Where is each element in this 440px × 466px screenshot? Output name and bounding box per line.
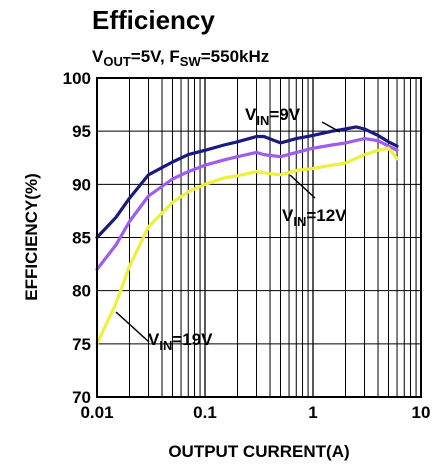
leader-vin19 xyxy=(115,311,150,343)
y-tick-label: 90 xyxy=(72,175,91,194)
tick-labels: 70 75 80 85 90 95 100 0.01 0.1 1 10 xyxy=(63,69,431,422)
grid-lines xyxy=(97,78,421,397)
x-tick-label: 0.1 xyxy=(193,403,217,422)
y-axis-label: EFFICIENCY(%) xyxy=(22,173,41,301)
y-tick-label: 75 xyxy=(72,335,91,354)
y-tick-label: 100 xyxy=(63,69,91,88)
leader-vin12 xyxy=(289,174,316,199)
leader-vin9 xyxy=(321,121,341,133)
annotation-vin19: VIN=19V xyxy=(115,311,213,353)
label-vin19: VIN=19V xyxy=(148,330,213,353)
x-tick-label: 0.01 xyxy=(80,403,113,422)
annotation-vin9: VIN=9V xyxy=(245,105,341,133)
series-line-vin9 xyxy=(95,125,399,240)
subtitle-vout-main: V xyxy=(92,47,104,66)
label-vin12: VIN=12V xyxy=(282,206,347,229)
chart-subtitle: VOUT=5V, FSW=550kHz xyxy=(92,47,269,69)
x-tick-label: 10 xyxy=(412,403,431,422)
series-layer xyxy=(95,125,399,346)
annotation-vin12: VIN=12V xyxy=(282,174,347,229)
x-tick-label: 1 xyxy=(308,403,317,422)
subtitle-fsw-sub: SW xyxy=(180,54,202,69)
subtitle-fsw-value: =550kHz xyxy=(201,47,270,66)
y-tick-label: 70 xyxy=(72,388,91,407)
y-tick-label: 80 xyxy=(72,282,91,301)
series-line-vin19 xyxy=(95,146,399,346)
subtitle-vout-sub: OUT xyxy=(103,54,131,69)
x-axis-label: OUTPUT CURRENT(A) xyxy=(168,442,349,461)
chart-title: Efficiency xyxy=(92,5,215,35)
label-vin9: VIN=9V xyxy=(245,105,301,128)
subtitle-fsw-main: F xyxy=(169,47,179,66)
y-tick-label: 95 xyxy=(72,122,91,141)
y-tick-label: 85 xyxy=(72,229,91,248)
subtitle-vout-value: =5V, xyxy=(131,47,170,66)
plot-frame xyxy=(96,77,422,398)
series-line-vin12 xyxy=(95,137,399,271)
